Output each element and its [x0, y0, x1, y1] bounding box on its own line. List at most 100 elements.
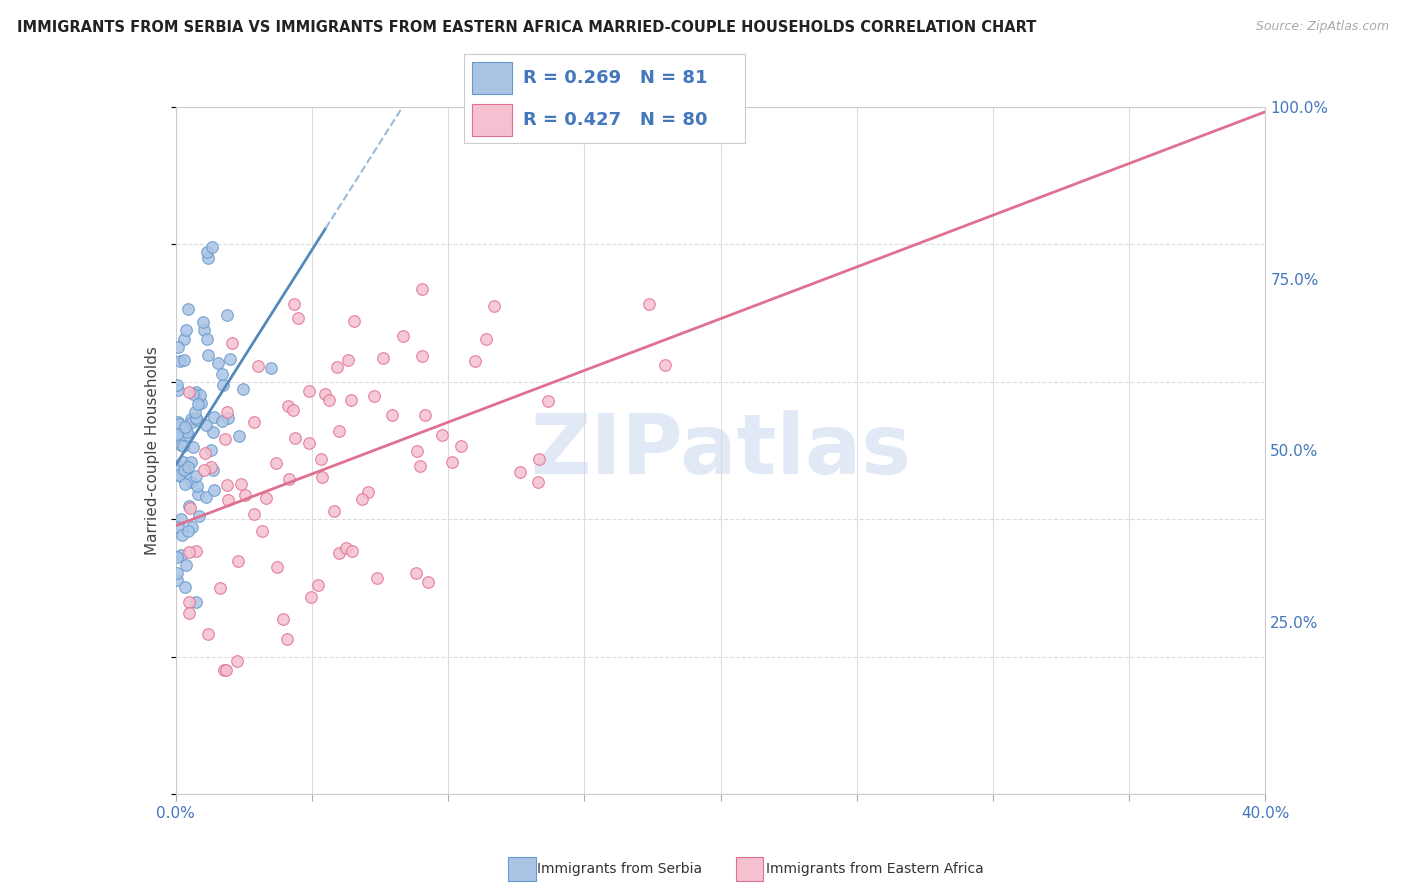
Point — [181, 440, 204, 454]
Point — [176, 425, 198, 439]
Point — [180, 416, 202, 430]
Point — [177, 459, 200, 474]
Point — [184, 410, 207, 425]
Point — [254, 491, 277, 505]
Point — [195, 332, 218, 346]
Bar — [472, 62, 512, 94]
Point — [167, 415, 190, 429]
Point — [228, 429, 250, 443]
Point — [200, 442, 222, 457]
Point — [343, 314, 366, 328]
Point — [336, 352, 359, 367]
Point — [186, 413, 208, 427]
Point — [173, 463, 195, 477]
Point — [169, 417, 191, 431]
Point — [246, 359, 269, 374]
Point — [184, 543, 207, 558]
Point — [527, 475, 550, 489]
Point — [187, 509, 209, 524]
Point — [174, 477, 197, 491]
Point — [177, 428, 200, 442]
Point — [211, 414, 233, 428]
Point — [188, 388, 211, 402]
Point — [411, 282, 433, 296]
Point — [221, 336, 243, 351]
Point — [278, 472, 301, 486]
Point — [307, 578, 329, 592]
Point — [215, 405, 238, 419]
Point — [211, 378, 233, 392]
Point — [197, 627, 219, 641]
Point — [287, 310, 309, 325]
Point — [173, 332, 195, 346]
Point — [173, 580, 195, 594]
Point — [232, 382, 254, 396]
Point — [177, 301, 200, 316]
Point — [170, 528, 193, 542]
Point — [405, 566, 427, 581]
Point — [176, 323, 198, 337]
Point — [637, 296, 659, 310]
Point — [193, 462, 215, 476]
Point — [309, 452, 332, 467]
Point — [266, 456, 288, 470]
Point — [186, 478, 208, 492]
Point — [169, 438, 191, 452]
Point — [166, 573, 188, 587]
Point — [409, 458, 432, 473]
Point — [186, 385, 208, 400]
Point — [207, 356, 229, 370]
Point — [167, 383, 190, 397]
Point — [202, 425, 225, 439]
Point — [166, 377, 188, 392]
Point — [174, 463, 197, 477]
Point — [195, 245, 218, 260]
Point — [191, 316, 214, 330]
Point — [195, 417, 218, 432]
Point — [166, 566, 188, 580]
Point — [464, 354, 486, 368]
Point — [527, 451, 550, 466]
Point — [416, 575, 439, 590]
Point — [335, 541, 357, 555]
Point — [179, 606, 201, 620]
Y-axis label: Married-couple Households: Married-couple Households — [145, 346, 160, 555]
Point — [215, 663, 238, 677]
Point — [430, 428, 453, 442]
Point — [314, 387, 336, 401]
Point — [202, 409, 225, 424]
Point — [215, 477, 238, 491]
Point — [202, 483, 225, 498]
Text: Immigrants from Eastern Africa: Immigrants from Eastern Africa — [766, 862, 984, 876]
Point — [170, 548, 193, 562]
Point — [173, 423, 195, 437]
Point — [187, 396, 209, 410]
Point — [209, 581, 232, 595]
Point — [211, 368, 233, 382]
Point — [250, 524, 273, 539]
Point — [169, 353, 191, 368]
Point — [212, 663, 235, 677]
Point — [180, 412, 202, 426]
Point — [371, 351, 394, 365]
Point — [193, 446, 215, 460]
Point — [179, 595, 201, 609]
Point — [184, 594, 207, 608]
Point — [166, 426, 188, 441]
Point — [201, 240, 224, 254]
Point — [197, 348, 219, 362]
Point — [166, 549, 188, 564]
Point — [193, 323, 215, 337]
Point — [311, 470, 333, 484]
Point — [229, 477, 252, 491]
Point — [176, 524, 198, 538]
Point — [328, 546, 350, 560]
Point — [299, 590, 322, 604]
Bar — [472, 104, 512, 136]
Point — [173, 422, 195, 436]
Text: ZIPatlas: ZIPatlas — [530, 410, 911, 491]
Point — [318, 392, 340, 407]
Point — [271, 612, 294, 626]
Point — [406, 444, 429, 458]
Point — [509, 465, 531, 479]
